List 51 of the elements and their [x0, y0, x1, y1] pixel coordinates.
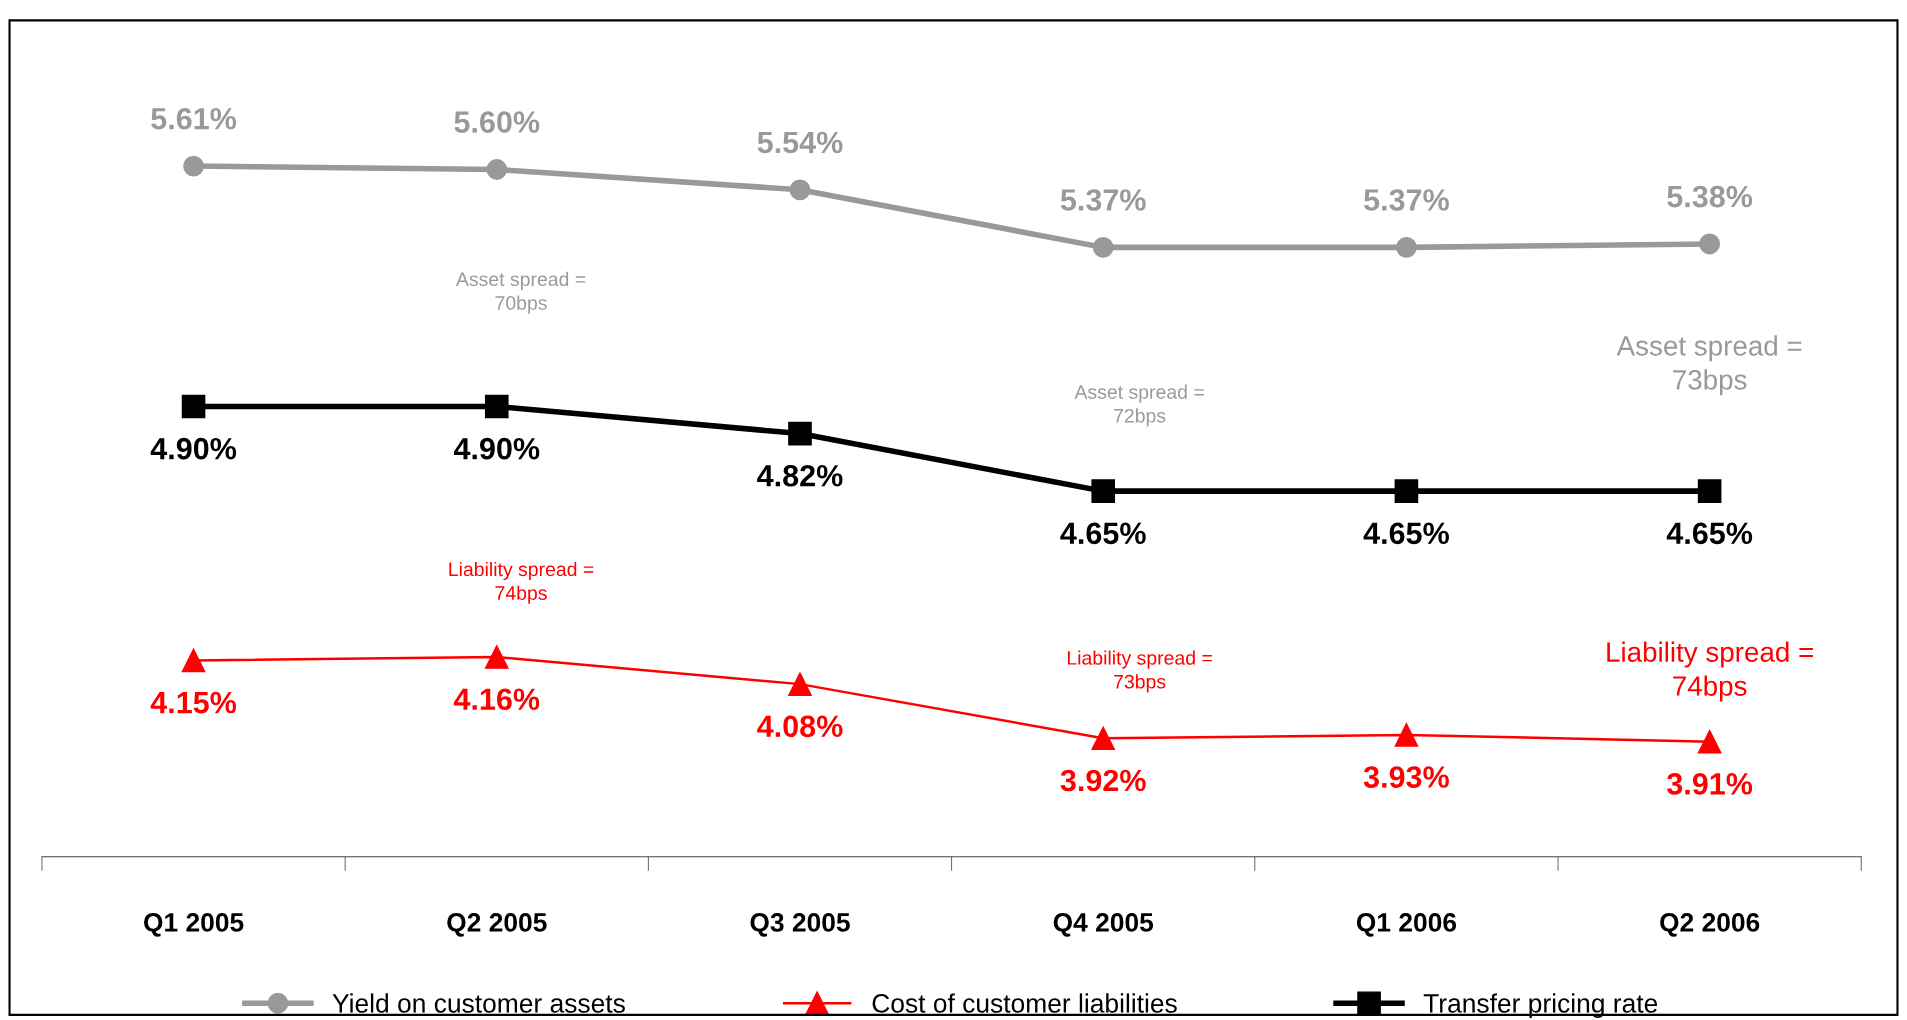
- data-label: 5.60%: [454, 111, 540, 133]
- data-label: 5.54%: [757, 131, 843, 154]
- point: [1697, 479, 1722, 503]
- annotation: Asset spread = 73bps: [1616, 335, 1802, 396]
- data-label: 4.08%: [757, 715, 843, 738]
- data-label: 5.61%: [151, 107, 237, 130]
- point: [788, 421, 812, 446]
- data-label: 3.92%: [1060, 769, 1146, 792]
- x-tick-label: Q4 2005: [1053, 913, 1154, 937]
- point: [181, 394, 206, 419]
- data-label: 5.38%: [1667, 185, 1753, 208]
- x-tick-label: Q1 2006: [1356, 913, 1457, 937]
- data-label: 4.90%: [453, 437, 540, 460]
- data-label: 4.82%: [757, 464, 843, 487]
- data-label: 4.65%: [1060, 522, 1146, 545]
- point: [1091, 726, 1116, 751]
- point: [484, 645, 509, 669]
- point: [486, 159, 508, 180]
- point: [788, 672, 812, 696]
- point: [1394, 479, 1419, 503]
- annotation: Liability spread = 74bps: [1607, 641, 1813, 702]
- legend-label: Yield on customer assets: [332, 993, 625, 1013]
- x-tick-label: Q2 2005: [447, 913, 547, 937]
- annotation: Asset spread = 70bps: [455, 271, 586, 314]
- annotation: Liability spread = 74bps: [449, 561, 594, 604]
- point: [1395, 236, 1417, 258]
- data-label: 4.90%: [150, 437, 237, 460]
- legend-label: Cost of customer liabilities: [872, 993, 1177, 1013]
- data-label: 3.93%: [1363, 766, 1449, 788]
- point: [789, 179, 811, 201]
- x-tick-label: Q1 2005: [144, 913, 244, 937]
- data-label: 4.65%: [1666, 522, 1753, 545]
- point: [1092, 236, 1114, 258]
- data-label: 5.37%: [1364, 189, 1449, 211]
- point: [181, 648, 206, 673]
- annotation: Liability spread = 73bps: [1067, 650, 1212, 693]
- point: [1091, 479, 1116, 503]
- point: [183, 155, 204, 177]
- x-tick-label: Q3 2005: [750, 913, 850, 937]
- point: [1697, 729, 1722, 754]
- data-label: 4.65%: [1363, 522, 1449, 545]
- data-label: 4.16%: [453, 688, 540, 711]
- annotation: Asset spread = 72bps: [1074, 384, 1204, 427]
- point: [1394, 723, 1419, 747]
- data-label: 3.91%: [1667, 773, 1753, 795]
- point: [1699, 233, 1721, 255]
- legend-label: Transfer pricing rate: [1423, 993, 1658, 1018]
- data-label: 4.15%: [150, 691, 237, 714]
- data-label: 5.37%: [1060, 189, 1146, 211]
- point: [484, 394, 509, 419]
- x-tick-label: Q2 2006: [1660, 913, 1760, 937]
